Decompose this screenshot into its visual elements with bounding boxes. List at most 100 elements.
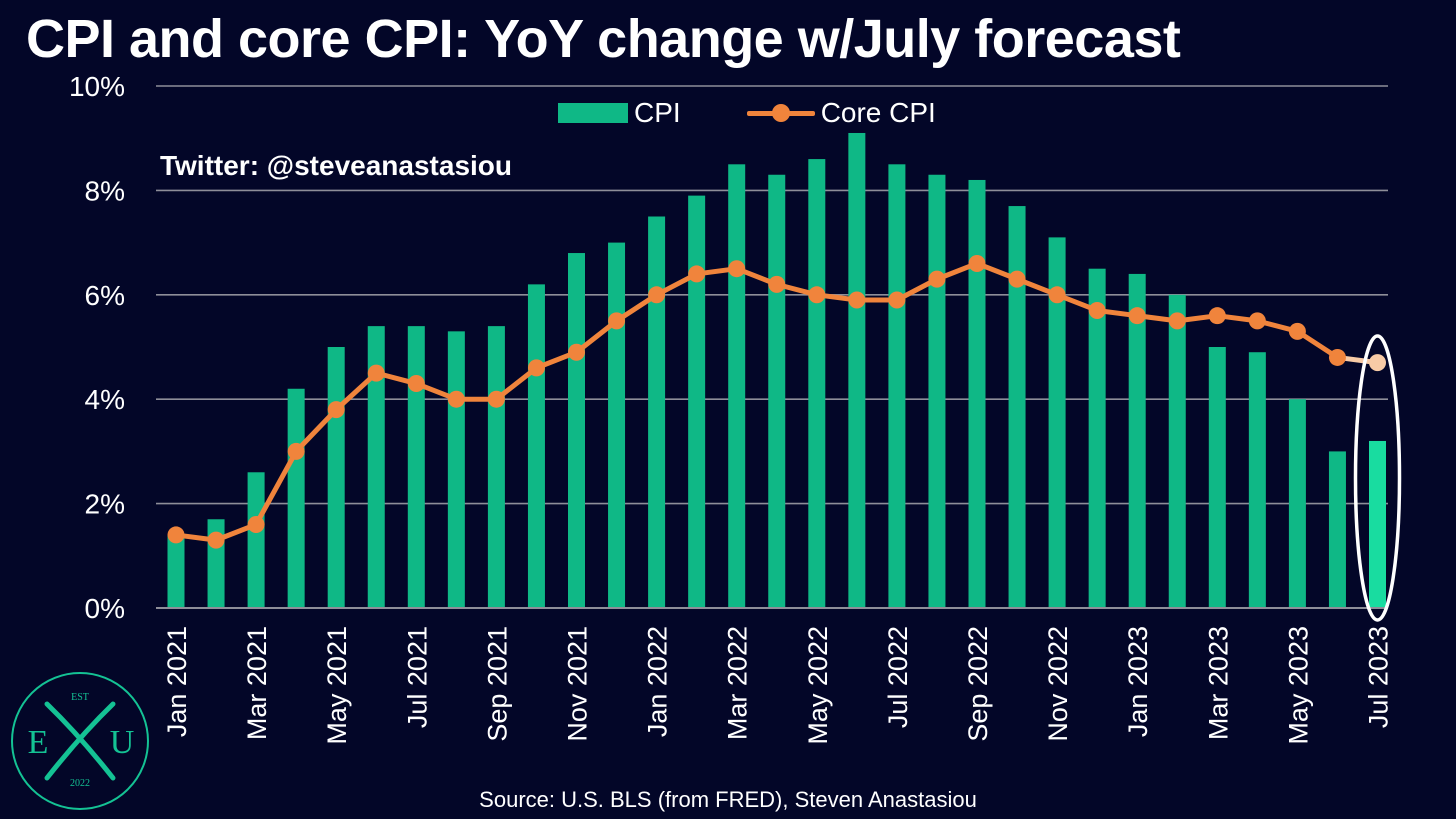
core-cpi-point — [367, 364, 385, 382]
logo-letter-e: E — [28, 724, 49, 761]
cpi-bar — [1128, 273, 1146, 608]
cpi-bar — [1208, 347, 1226, 608]
x-tick-label: Jul 2023 — [1364, 626, 1394, 728]
cpi-bar — [1288, 399, 1306, 608]
core-cpi-point — [648, 286, 666, 304]
core-cpi-point — [1048, 286, 1066, 304]
x-tick-label: Nov 2022 — [1043, 626, 1073, 742]
forecast-highlight — [1353, 334, 1402, 622]
cpi-bar — [808, 159, 826, 608]
source-note: Source: U.S. BLS (from FRED), Steven Ana… — [479, 787, 977, 812]
cpi-bar — [568, 253, 585, 609]
x-tick-label: May 2022 — [803, 626, 833, 745]
x-tick-label: Jan 2022 — [643, 626, 673, 737]
cpi-bar — [1008, 206, 1026, 608]
cpi-bar — [407, 326, 425, 608]
cpi-bar — [247, 472, 265, 608]
core-cpi-point — [247, 515, 265, 533]
x-tick-label: Jan 2021 — [162, 626, 192, 737]
core-cpi-point — [327, 401, 345, 419]
cpi-bar — [648, 216, 666, 608]
cpi-bar — [968, 179, 986, 608]
core-cpi-point — [1328, 348, 1346, 366]
cpi-bar — [367, 326, 385, 608]
core-cpi-point — [1369, 354, 1386, 372]
cpi-bar — [327, 347, 345, 608]
core-cpi-point — [1008, 270, 1026, 288]
core-cpi-point — [888, 291, 906, 309]
cpi-bar — [888, 164, 906, 609]
x-tick-labels: Jan 2021 Mar 2021 May 2021 Jul 2021 Sep 2021… — [162, 626, 1394, 745]
core-cpi-point — [207, 531, 225, 549]
x-tick-label: Mar 2021 — [242, 626, 272, 740]
cpi-bar — [608, 242, 626, 608]
cpi-bar — [447, 331, 465, 608]
legend-item-cpi: CPI — [558, 97, 681, 129]
x-tick-label: Nov 2021 — [563, 626, 593, 742]
core-cpi-point — [1088, 301, 1106, 319]
cpi-bar — [848, 132, 866, 609]
legend-label-core-cpi: Core CPI — [820, 97, 936, 128]
core-cpi-point — [1128, 307, 1146, 325]
core-cpi-series-line — [175, 260, 1339, 543]
legend-item-core-cpi: Core CPI — [681, 97, 936, 129]
cpi-bar — [1248, 352, 1266, 608]
x-tick-label: Sep 2022 — [963, 626, 993, 742]
core-cpi-point — [487, 390, 505, 408]
core-cpi-point — [968, 254, 986, 272]
y-tick-label: 8% — [85, 175, 125, 206]
core-cpi-point — [768, 275, 786, 293]
exu-logo: EST E U 2022 — [11, 672, 149, 810]
cpi-bar — [527, 284, 545, 608]
chart-title: CPI and core CPI: YoY change w/July fore… — [26, 9, 1181, 69]
core-cpi-point — [1288, 322, 1306, 340]
legend-label-cpi: CPI — [634, 97, 681, 128]
legend: CPI Core CPI — [558, 96, 936, 130]
core-cpi-line — [167, 254, 1386, 549]
legend-swatch-core-cpi — [746, 103, 815, 123]
cpi-bar — [1088, 268, 1106, 608]
core-cpi-point — [928, 270, 946, 288]
y-tick-label: 0% — [85, 593, 125, 624]
core-cpi-point — [568, 343, 585, 361]
y-tick-label: 4% — [85, 384, 125, 415]
cpi-bar — [1048, 237, 1066, 608]
cpi-bar — [1328, 451, 1346, 608]
cpi-bar — [1168, 294, 1186, 608]
x-tick-label: Jul 2021 — [402, 626, 432, 728]
core-cpi-point — [688, 265, 706, 283]
core-cpi-point — [848, 291, 866, 309]
x-tick-label: May 2021 — [322, 626, 352, 745]
x-tick-label: May 2023 — [1283, 626, 1313, 745]
x-tick-label: Mar 2022 — [723, 626, 753, 740]
core-cpi-point — [1168, 312, 1186, 330]
cpi-bar — [487, 326, 505, 608]
core-cpi-point — [407, 375, 425, 393]
core-cpi-point — [527, 359, 545, 377]
y-tick-label: 2% — [85, 489, 125, 520]
logo-est-text: EST — [71, 692, 89, 703]
cpi-bar — [688, 195, 706, 608]
core-cpi-point — [287, 442, 305, 460]
cpi-bar — [167, 534, 185, 608]
y-tick-labels: 0% 2% 4% 6% 8% 10% — [69, 71, 125, 624]
core-cpi-point — [1248, 312, 1266, 330]
x-tick-label: Jan 2023 — [1123, 626, 1153, 737]
y-tick-label: 10% — [69, 71, 125, 102]
core-cpi-point — [447, 390, 465, 408]
core-cpi-point — [1208, 307, 1226, 325]
y-tick-label: 6% — [85, 280, 125, 311]
core-cpi-point — [608, 312, 626, 330]
cpi-bars — [167, 132, 1386, 609]
core-cpi-point — [808, 286, 826, 304]
logo-letter-u: U — [110, 724, 135, 761]
x-tick-label: Mar 2023 — [1203, 626, 1233, 740]
cpi-bar — [1369, 440, 1386, 608]
cpi-bar — [287, 388, 305, 608]
cpi-bar — [768, 174, 786, 609]
logo-year-text: 2022 — [70, 778, 90, 789]
x-tick-label: Sep 2021 — [482, 626, 512, 742]
legend-swatch-cpi — [558, 103, 628, 123]
